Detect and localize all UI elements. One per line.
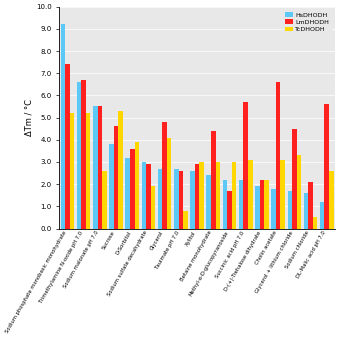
Bar [167,138,172,228]
Bar [255,186,260,228]
Bar [239,180,243,228]
Bar [227,191,232,228]
Bar [280,160,285,228]
Bar [206,175,211,228]
Bar [292,129,297,228]
Bar [183,211,188,228]
Bar [297,155,301,228]
Bar [146,164,151,228]
Bar [77,82,81,228]
Y-axis label: ΔTm / °C: ΔTm / °C [24,99,33,136]
Bar [118,111,123,228]
Bar [98,106,102,228]
Bar [313,217,317,228]
Bar [216,162,220,228]
Bar [271,189,276,228]
Bar [65,64,70,228]
Bar [109,144,114,228]
Bar [211,131,216,228]
Bar [320,202,324,228]
Bar [190,171,195,228]
Bar [93,106,98,228]
Bar [174,169,179,228]
Bar [102,171,107,228]
Bar [195,164,199,228]
Bar [308,182,313,228]
Bar [304,193,308,228]
Bar [162,122,167,228]
Bar [287,191,292,228]
Bar [81,80,86,228]
Bar [276,82,280,228]
Bar [158,169,162,228]
Bar [86,113,91,228]
Bar [260,180,264,228]
Bar [199,162,204,228]
Legend: HsDHODH, LmDHODH, TcDHODH: HsDHODH, LmDHODH, TcDHODH [283,10,332,34]
Bar [248,160,253,228]
Bar [232,162,236,228]
Bar [223,180,227,228]
Bar [61,24,65,228]
Bar [70,113,74,228]
Bar [179,171,183,228]
Bar [151,186,155,228]
Bar [114,126,118,228]
Bar [243,102,248,228]
Bar [264,180,269,228]
Bar [324,104,329,228]
Bar [329,171,334,228]
Bar [130,149,135,228]
Bar [142,162,146,228]
Bar [135,142,139,228]
Bar [125,158,130,228]
